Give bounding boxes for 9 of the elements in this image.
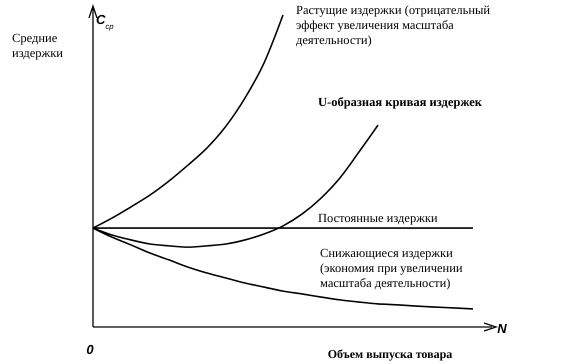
series-label: Постоянные издержки	[318, 211, 438, 225]
series-label: Растущие издержки (отрицательный эффект увеличения масштаба деятельности)	[296, 3, 490, 47]
annotation: C$_{ср}$	[96, 12, 114, 30]
text: U-образная кривая издержек	[318, 95, 483, 109]
text: N	[497, 321, 508, 336]
series-label: Снижающиеся издержки (экономия при увеличении масштаба деятельности)	[320, 246, 463, 290]
y-axis-title: Средние издержки	[12, 31, 64, 60]
x-axis-title: Объем выпуска товара	[328, 347, 452, 361]
text: 0	[86, 342, 94, 357]
